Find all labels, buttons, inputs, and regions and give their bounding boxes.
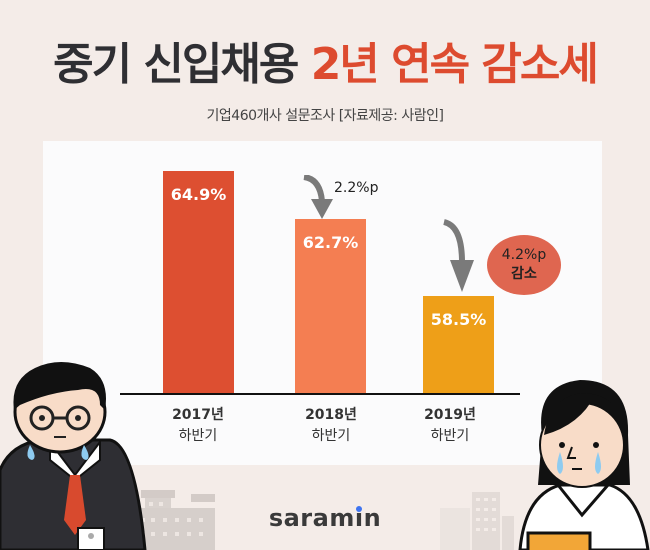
x-label-half: 하반기 xyxy=(311,428,351,444)
bar-2019: 58.5% xyxy=(423,296,494,394)
man-character-illustration xyxy=(0,362,147,550)
decrease-badge: 4.2%p 감소 xyxy=(487,235,561,295)
title-part-dark: 중기 신입채용 xyxy=(53,39,299,90)
badge-value: 4.2%p xyxy=(501,247,547,263)
bar-value-label: 62.7% xyxy=(302,233,359,252)
survey-source: 기업460개사 설문조사 [자료제공: 사람인] xyxy=(206,108,444,124)
bar-2018: 62.7% xyxy=(295,219,366,394)
x-label-half: 하반기 xyxy=(430,428,470,444)
x-label-year: 2017년 xyxy=(172,407,224,423)
bar-2017: 64.9% xyxy=(163,171,234,394)
logo-dot xyxy=(356,506,363,512)
diff-label-2018: 2.2%p xyxy=(334,180,379,196)
x-label-half: 하반기 xyxy=(178,428,218,444)
x-label-year: 2019년 xyxy=(424,407,476,423)
title-part-accent: 2년 연속 감소세 xyxy=(310,39,599,90)
x-label-year: 2018년 xyxy=(305,407,357,423)
x-label-2019: 2019년 하반기 xyxy=(400,404,500,445)
x-axis-line xyxy=(120,393,520,395)
bar-value-label: 58.5% xyxy=(430,310,487,329)
page-title: 중기 신입채용 2년 연속 감소세 xyxy=(0,28,650,92)
woman-character-illustration xyxy=(518,380,650,550)
badge-text: 감소 xyxy=(511,266,537,282)
saramin-logo: saramisaramın xyxy=(268,504,382,532)
x-label-2017: 2017년 하반기 xyxy=(148,404,248,445)
buildings-right-illustration xyxy=(440,492,514,550)
x-label-2018: 2018년 하반기 xyxy=(281,404,381,445)
logo-text-end: n xyxy=(363,504,382,532)
down-arrow-icon xyxy=(443,219,474,292)
bar-value-label: 64.9% xyxy=(170,185,227,204)
down-arrow-icon xyxy=(303,175,333,219)
